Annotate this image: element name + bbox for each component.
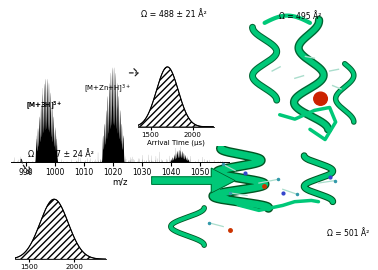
X-axis label: Arrival Time (μs): Arrival Time (μs) xyxy=(147,139,205,146)
Text: [M+3H]$^{3+}$: [M+3H]$^{3+}$ xyxy=(26,100,62,112)
X-axis label: m/z: m/z xyxy=(112,178,128,187)
Circle shape xyxy=(314,92,327,105)
Text: Ω = 501 Å²: Ω = 501 Å² xyxy=(327,229,369,238)
Text: Ω = 487 ± 24 Å²: Ω = 487 ± 24 Å² xyxy=(28,150,93,159)
Text: [M+3H]$^{3+}$: [M+3H]$^{3+}$ xyxy=(26,100,62,112)
Polygon shape xyxy=(152,168,235,193)
Text: Ω = 488 ± 21 Å²: Ω = 488 ± 21 Å² xyxy=(141,10,207,19)
Text: [M+Zn+H]$^{3+}$: [M+Zn+H]$^{3+}$ xyxy=(84,82,131,95)
Text: Ω = 495 Å²: Ω = 495 Å² xyxy=(279,12,322,21)
